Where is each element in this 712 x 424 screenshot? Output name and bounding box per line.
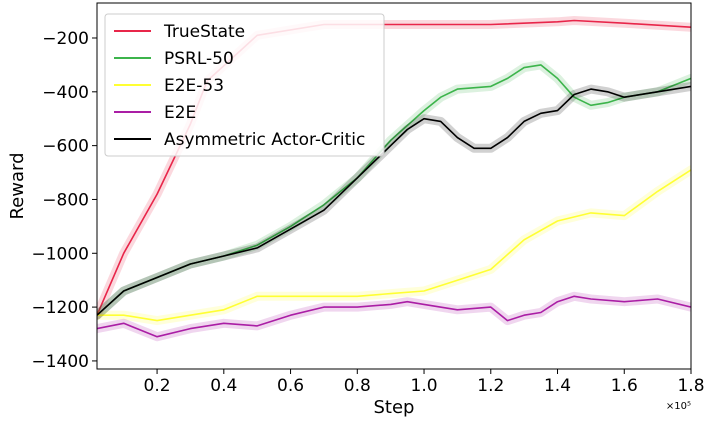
legend-label: E2E [164, 103, 196, 123]
y-tick-label: −1000 [31, 244, 89, 264]
x-axis-label: Step [374, 397, 415, 418]
legend-label: TrueState [163, 22, 245, 42]
x-tick-label: 0.4 [210, 376, 237, 396]
legend-label: E2E-53 [164, 76, 224, 96]
x-tick-label: 1.2 [477, 376, 504, 396]
x-axis-ticks: 0.2 0.4 0.6 0.8 1.0 1.2 1.4 1.6 1.8 [144, 369, 705, 396]
legend: TrueState PSRL-50 E2E-53 E2E Asymmetric Acto… [104, 13, 385, 157]
series-line-2 [97, 169, 691, 322]
y-tick-label: −200 [42, 29, 89, 49]
series-line-3 [97, 295, 691, 338]
x-tick-label: 1.8 [677, 376, 704, 396]
y-axis-ticks: −200 −400 −600 −800 −1000 −1200 −1400 [31, 29, 97, 372]
x-tick-label: 1.4 [544, 376, 571, 396]
y-tick-label: −400 [42, 83, 89, 103]
y-tick-label: −600 [42, 137, 89, 157]
series-line-4 [97, 85, 691, 317]
x-tick-label: 0.2 [144, 376, 171, 396]
x-tick-label: 1.0 [411, 376, 438, 396]
plot-frame [96, 2, 692, 370]
legend-label: Asymmetric Actor-Critic [164, 130, 365, 150]
series-layer [97, 16, 691, 342]
y-tick-label: −1200 [31, 298, 89, 318]
x-tick-label: 0.6 [277, 376, 304, 396]
y-tick-label: −800 [42, 190, 89, 210]
x-axis-multiplier: ×10⁵ [666, 401, 691, 412]
x-tick-label: 1.6 [611, 376, 638, 396]
y-tick-label: −1400 [31, 352, 89, 372]
y-axis-label: Reward [7, 152, 28, 219]
legend-label: PSRL-50 [164, 49, 234, 69]
x-tick-label: 0.8 [344, 376, 371, 396]
legend-box [104, 13, 385, 157]
